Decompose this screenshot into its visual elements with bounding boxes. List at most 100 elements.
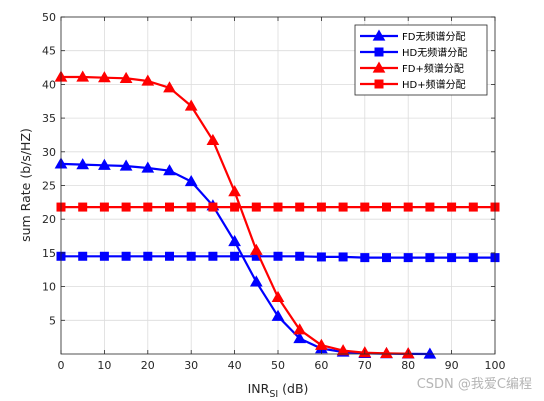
y-tick-label: 10 bbox=[42, 281, 56, 294]
data-point bbox=[165, 202, 174, 212]
y-tick-label: 15 bbox=[42, 247, 56, 260]
x-axis-label: INRSI (dB) bbox=[248, 381, 309, 400]
legend-label: HD无频谱分配 bbox=[402, 46, 467, 59]
data-point bbox=[99, 251, 109, 261]
y-tick-label: 5 bbox=[49, 314, 56, 327]
data-point bbox=[186, 202, 196, 212]
data-point bbox=[98, 158, 111, 170]
data-point bbox=[249, 243, 263, 255]
data-point bbox=[208, 202, 218, 212]
legend-label: HD+频谱分配 bbox=[402, 78, 466, 91]
legend-entry: HD无频谱分配 bbox=[360, 46, 467, 59]
data-point bbox=[78, 251, 88, 261]
data-point bbox=[78, 202, 88, 212]
x-tick-label: 20 bbox=[141, 359, 155, 372]
data-point bbox=[360, 202, 370, 212]
data-point bbox=[228, 234, 241, 247]
x-tick-label: 10 bbox=[97, 359, 111, 372]
data-point bbox=[316, 252, 326, 262]
data-point bbox=[121, 202, 131, 212]
legend-label: FD+频谱分配 bbox=[402, 62, 464, 75]
y-axis-label: sum Rate (b/s/HZ) bbox=[18, 128, 33, 242]
y-tick-label: 20 bbox=[42, 213, 56, 226]
data-point bbox=[360, 253, 370, 263]
x-axis-label-unit: (dB) bbox=[278, 381, 308, 396]
legend-marker bbox=[374, 47, 384, 57]
x-axis-label-main: INR bbox=[248, 381, 270, 396]
data-point bbox=[163, 81, 176, 93]
data-point bbox=[295, 251, 305, 261]
data-point bbox=[141, 74, 155, 86]
data-point bbox=[184, 99, 198, 111]
x-tick-label: 90 bbox=[445, 359, 459, 372]
data-point bbox=[208, 251, 218, 261]
data-point bbox=[163, 164, 176, 176]
legend-marker bbox=[372, 61, 386, 73]
data-point bbox=[119, 71, 133, 83]
y-tick-label: 25 bbox=[42, 180, 56, 193]
data-point bbox=[447, 202, 457, 212]
x-axis-label-subscript: SI bbox=[269, 389, 278, 400]
series-3 bbox=[54, 70, 415, 359]
data-point bbox=[184, 174, 198, 187]
x-tick-label: 30 bbox=[184, 359, 198, 372]
y-tick-label: 45 bbox=[42, 45, 56, 58]
legend-marker bbox=[374, 79, 384, 89]
x-tick-label: 50 bbox=[271, 359, 285, 372]
data-point bbox=[382, 202, 391, 212]
tick-labels: 0 10 20 30 40 50 60 70 80 90 100 5 10 15 20 25 30 35 40 45 5… bbox=[42, 11, 506, 372]
y-tick-label: 50 bbox=[42, 11, 56, 24]
data-point bbox=[143, 202, 153, 212]
data-point bbox=[230, 202, 240, 212]
data-point bbox=[316, 202, 326, 212]
data-point bbox=[273, 251, 283, 261]
x-tick-label: 70 bbox=[358, 359, 372, 372]
data-point bbox=[186, 251, 196, 261]
legend: FD无频谱分配 HD无频谱分配 FD+频谱分配 HD+频谱分配 bbox=[354, 24, 488, 96]
data-point bbox=[315, 338, 328, 350]
y-tick-label: 40 bbox=[42, 78, 56, 91]
data-point bbox=[382, 253, 391, 263]
data-point bbox=[249, 275, 263, 287]
data-point bbox=[336, 344, 350, 356]
data-point bbox=[380, 346, 393, 358]
legend-marker bbox=[372, 29, 386, 41]
data-point bbox=[76, 70, 90, 82]
watermark: CSDN @我爱C编程 bbox=[417, 377, 532, 392]
data-point bbox=[447, 253, 457, 263]
x-tick-label: 40 bbox=[228, 359, 242, 372]
legend-entry: FD无频谱分配 bbox=[360, 29, 465, 43]
data-point bbox=[121, 251, 131, 261]
data-point bbox=[230, 251, 240, 261]
data-point bbox=[468, 253, 478, 263]
data-point bbox=[295, 202, 305, 212]
data-point bbox=[99, 202, 109, 212]
x-tick-label: 100 bbox=[485, 359, 506, 372]
data-point bbox=[403, 202, 413, 212]
legend-entry: HD+频谱分配 bbox=[360, 78, 466, 91]
data-point bbox=[293, 331, 307, 344]
data-point bbox=[228, 185, 241, 197]
data-point bbox=[98, 71, 111, 83]
data-point bbox=[271, 309, 285, 321]
data-point bbox=[425, 202, 435, 212]
data-point bbox=[468, 202, 478, 212]
data-point bbox=[143, 251, 153, 261]
series-4 bbox=[56, 202, 500, 212]
data-point bbox=[141, 161, 155, 173]
legend-entry: FD+频谱分配 bbox=[360, 61, 464, 75]
data-point bbox=[206, 133, 220, 145]
data-point bbox=[76, 158, 90, 170]
x-tick-label: 80 bbox=[401, 359, 415, 372]
data-point bbox=[251, 202, 261, 212]
x-tick-label: 60 bbox=[314, 359, 328, 372]
legend-label: FD无频谱分配 bbox=[402, 30, 465, 43]
data-point bbox=[165, 251, 174, 261]
data-point bbox=[271, 290, 285, 303]
data-point bbox=[425, 253, 435, 263]
y-tick-label: 35 bbox=[42, 112, 56, 125]
y-tick-label: 30 bbox=[42, 146, 56, 159]
series-2 bbox=[56, 251, 500, 263]
data-point bbox=[338, 252, 348, 262]
